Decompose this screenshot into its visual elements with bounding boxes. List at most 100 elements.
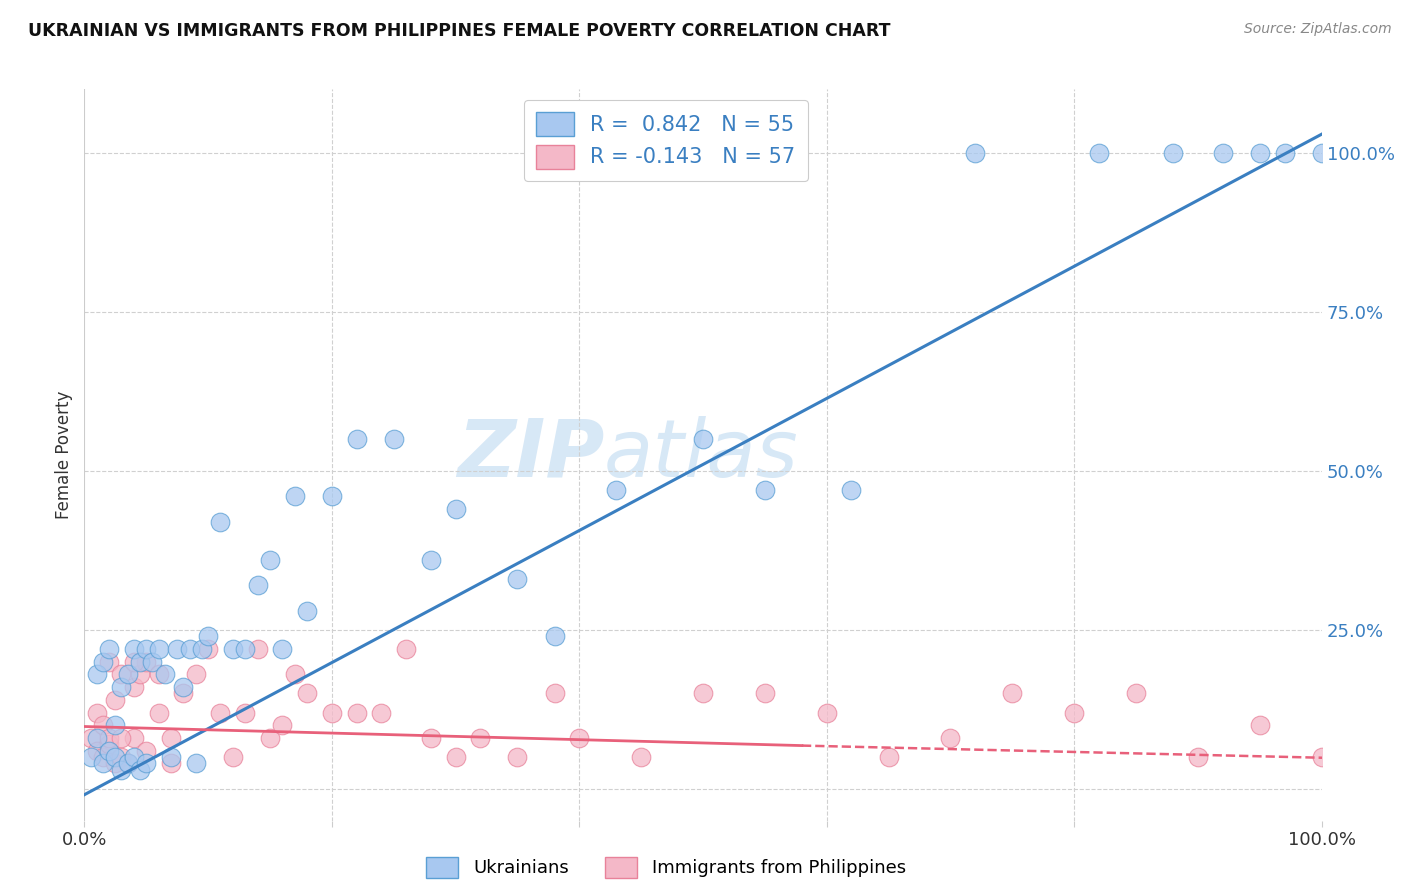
Point xyxy=(86,706,108,720)
Point xyxy=(692,432,714,446)
Point xyxy=(98,744,121,758)
Point xyxy=(284,489,307,503)
Point xyxy=(135,744,157,758)
Point xyxy=(166,641,188,656)
Point xyxy=(419,731,441,745)
Text: atlas: atlas xyxy=(605,416,799,494)
Point xyxy=(259,731,281,745)
Point xyxy=(271,718,294,732)
Point xyxy=(110,731,132,745)
Point xyxy=(135,756,157,771)
Point xyxy=(117,756,139,771)
Point xyxy=(86,744,108,758)
Point xyxy=(965,145,987,160)
Point xyxy=(233,706,256,720)
Point xyxy=(1088,145,1111,160)
Point xyxy=(135,655,157,669)
Point xyxy=(148,706,170,720)
Point xyxy=(233,641,256,656)
Point xyxy=(543,686,565,700)
Point xyxy=(754,483,776,497)
Point xyxy=(153,667,176,681)
Point xyxy=(117,667,139,681)
Point xyxy=(1249,145,1271,160)
Point xyxy=(117,756,139,771)
Point xyxy=(179,641,201,656)
Text: UKRAINIAN VS IMMIGRANTS FROM PHILIPPINES FEMALE POVERTY CORRELATION CHART: UKRAINIAN VS IMMIGRANTS FROM PHILIPPINES… xyxy=(28,22,890,40)
Point xyxy=(1274,145,1296,160)
Point xyxy=(246,641,269,656)
Legend: Ukrainians, Immigrants from Philippines: Ukrainians, Immigrants from Philippines xyxy=(419,849,912,885)
Point xyxy=(321,489,343,503)
Point xyxy=(1125,686,1147,700)
Point xyxy=(197,641,219,656)
Point xyxy=(295,604,318,618)
Point xyxy=(1001,686,1024,700)
Point xyxy=(1249,718,1271,732)
Point xyxy=(160,731,183,745)
Point xyxy=(209,706,232,720)
Point xyxy=(110,680,132,694)
Point xyxy=(692,686,714,700)
Point xyxy=(259,553,281,567)
Point xyxy=(141,655,163,669)
Point xyxy=(184,756,207,771)
Point xyxy=(129,763,152,777)
Point xyxy=(98,655,121,669)
Point xyxy=(148,667,170,681)
Point xyxy=(506,572,529,586)
Point xyxy=(815,706,838,720)
Point xyxy=(91,718,114,732)
Point xyxy=(104,693,127,707)
Point xyxy=(470,731,492,745)
Point xyxy=(209,515,232,529)
Point xyxy=(98,641,121,656)
Y-axis label: Female Poverty: Female Poverty xyxy=(55,391,73,519)
Point xyxy=(271,641,294,656)
Point xyxy=(104,750,127,764)
Point xyxy=(191,641,214,656)
Point xyxy=(98,737,121,751)
Point xyxy=(222,750,245,764)
Point xyxy=(284,667,307,681)
Point xyxy=(1212,145,1234,160)
Point xyxy=(197,629,219,643)
Point xyxy=(754,686,776,700)
Point xyxy=(79,731,101,745)
Point xyxy=(568,731,591,745)
Point xyxy=(444,750,467,764)
Point xyxy=(160,756,183,771)
Point xyxy=(148,641,170,656)
Point xyxy=(295,686,318,700)
Point xyxy=(104,718,127,732)
Point xyxy=(122,641,145,656)
Point xyxy=(91,750,114,764)
Point xyxy=(122,655,145,669)
Point xyxy=(1187,750,1209,764)
Point xyxy=(184,667,207,681)
Point xyxy=(370,706,392,720)
Point xyxy=(1161,145,1184,160)
Point xyxy=(395,641,418,656)
Point xyxy=(1310,750,1333,764)
Point xyxy=(129,667,152,681)
Point xyxy=(346,432,368,446)
Point xyxy=(86,667,108,681)
Point xyxy=(110,750,132,764)
Point xyxy=(321,706,343,720)
Point xyxy=(877,750,900,764)
Point xyxy=(172,680,194,694)
Point xyxy=(841,483,863,497)
Point xyxy=(79,750,101,764)
Text: ZIP: ZIP xyxy=(457,416,605,494)
Point xyxy=(129,655,152,669)
Point xyxy=(91,655,114,669)
Point xyxy=(630,750,652,764)
Point xyxy=(104,756,127,771)
Point xyxy=(86,731,108,745)
Point xyxy=(160,750,183,764)
Point xyxy=(122,750,145,764)
Point xyxy=(122,680,145,694)
Point xyxy=(172,686,194,700)
Point xyxy=(346,706,368,720)
